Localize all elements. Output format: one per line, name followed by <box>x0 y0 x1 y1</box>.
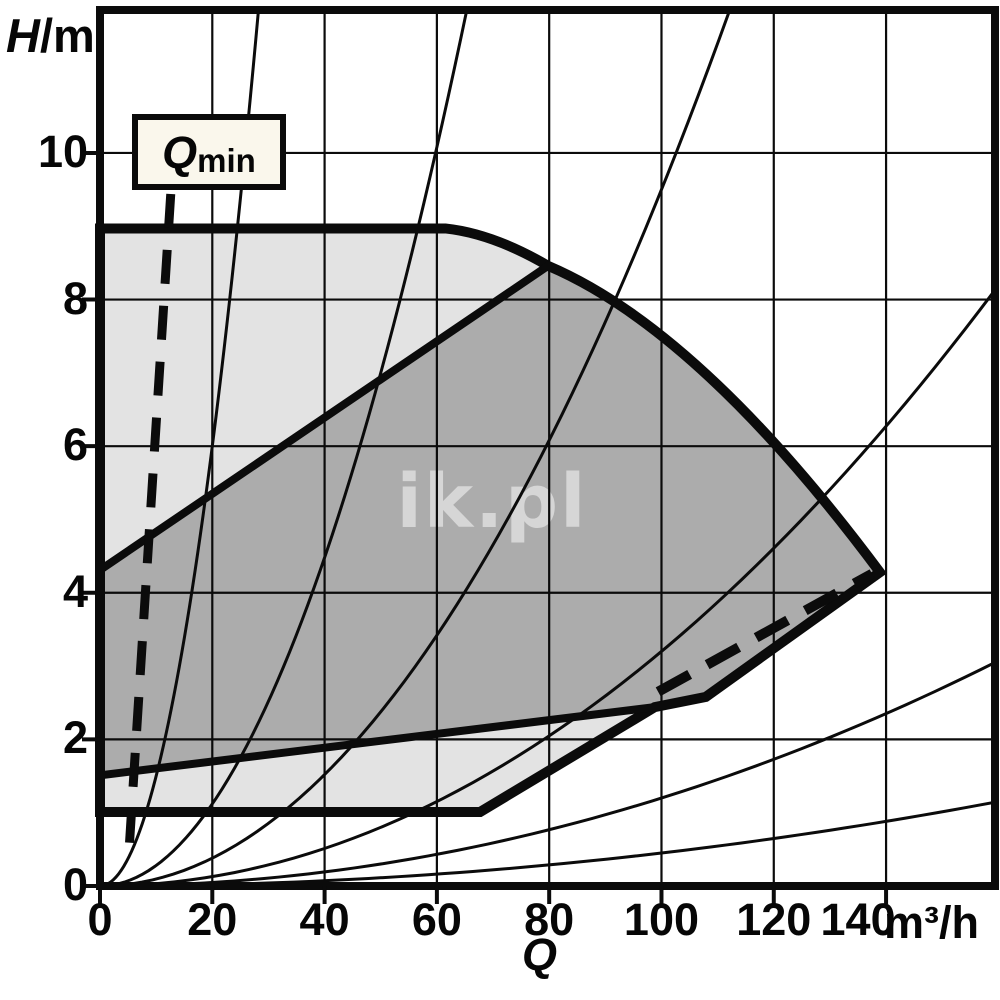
y-axis-tick-label: 0 <box>62 859 88 910</box>
y-axis-tick-label: 4 <box>62 565 88 617</box>
y-axis-title-unit: /m <box>39 9 95 62</box>
x-axis-tick-label: 60 <box>411 894 462 945</box>
y-axis-tick-label: 6 <box>62 419 88 471</box>
x-axis-tick-label: 0 <box>87 894 113 945</box>
inner-envelope-fill <box>100 265 880 776</box>
y-axis-tick-label: 10 <box>37 125 88 177</box>
x-axis-tick-label: 20 <box>187 894 238 945</box>
system-curve <box>100 289 995 886</box>
axis-ticks <box>82 150 889 904</box>
system-curve <box>100 661 995 886</box>
region-fills <box>100 228 880 812</box>
y-axis-title-symbol: H <box>6 9 40 62</box>
y-axis-tick-label: 8 <box>62 272 88 324</box>
grid-lines <box>100 10 995 886</box>
qmin-label-subscript: min <box>197 141 256 179</box>
watermark-text: ik.pl <box>396 459 587 545</box>
y-axis-title: H/m <box>6 8 95 63</box>
system-curve <box>100 10 469 886</box>
system-curve <box>100 10 260 886</box>
x-axis-tick-label: 80 <box>524 894 575 945</box>
aux-dashed-line <box>655 569 875 697</box>
y-axis-tick-label: 2 <box>62 712 88 764</box>
inner-envelope-border <box>96 261 886 780</box>
system-curve <box>100 10 732 886</box>
x-axis-tick-label: 120 <box>736 894 812 945</box>
x-axis-tick-label: 40 <box>299 894 350 945</box>
x-axis-title: Q <box>522 929 558 980</box>
qmin-label-symbol: Q <box>162 126 198 178</box>
x-axis-tick-label: 100 <box>623 894 700 945</box>
x-axis-unit: m³/h <box>884 897 979 948</box>
region-borders <box>95 223 887 817</box>
x-axis-tick-label: 140 <box>820 894 896 945</box>
